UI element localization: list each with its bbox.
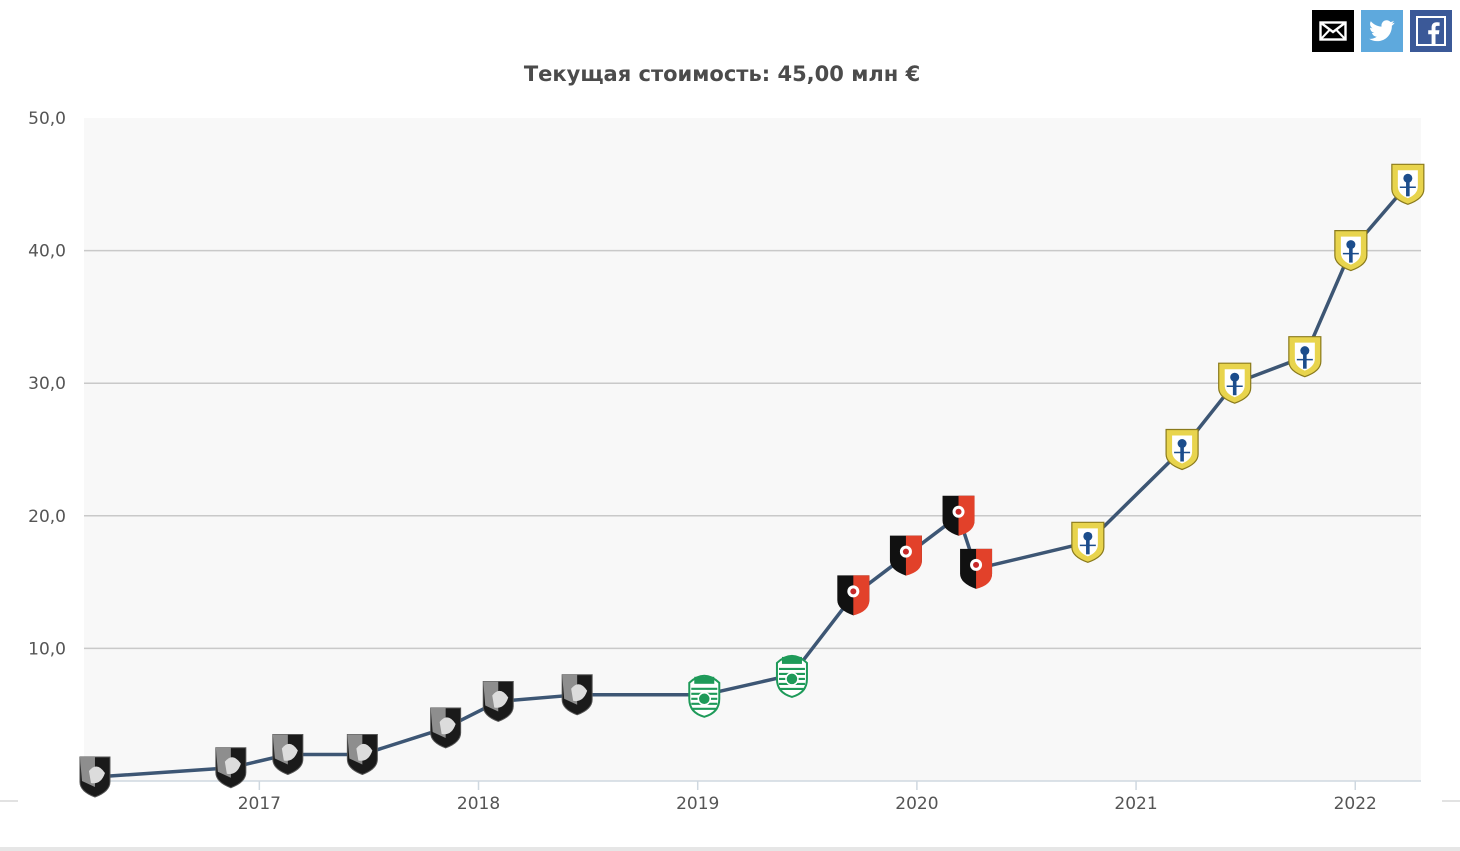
x-tick-label: 2017	[238, 794, 281, 814]
data-point[interactable]: 2019.71: 14	[837, 575, 870, 616]
data-point[interactable]: 2017.47: 2	[346, 733, 378, 776]
x-tick-label: 2018	[457, 794, 500, 814]
bottom-divider	[0, 847, 1460, 851]
data-point[interactable]: 2016.25: 0.3	[79, 756, 111, 798]
data-point[interactable]: 2020.27: 16	[960, 548, 993, 589]
share-facebook-button[interactable]	[1410, 10, 1452, 52]
x-tick-label: 2021	[1114, 794, 1157, 814]
data-point[interactable]: 2018.09: 6	[482, 680, 514, 722]
x-tick-label: 2020	[895, 794, 938, 814]
data-point[interactable]: 2017.85: 4	[430, 707, 462, 749]
plot-area	[84, 118, 1421, 781]
share-bar	[1312, 10, 1452, 52]
twitter-bird-icon	[1369, 20, 1395, 42]
y-tick-label: 30,0	[28, 374, 66, 394]
y-tick-label: 50,0	[28, 109, 66, 129]
x-tick-label: 2019	[676, 794, 719, 814]
y-tick-label: 10,0	[28, 639, 66, 659]
data-point[interactable]: 2016.87: 1	[215, 747, 247, 789]
data-point[interactable]: 2019.03: 6.5	[688, 674, 721, 718]
data-point[interactable]: 2021.77: 32	[1288, 336, 1322, 378]
share-twitter-button[interactable]	[1361, 10, 1403, 52]
y-tick-label: 40,0	[28, 242, 66, 262]
data-point[interactable]: 2019.43: 8	[775, 654, 808, 698]
envelope-icon	[1319, 21, 1347, 41]
x-tick-label: 2022	[1334, 794, 1377, 814]
data-point[interactable]: 2019.95: 17	[889, 535, 922, 576]
data-point[interactable]: 2020.19: 20	[942, 495, 975, 536]
data-point[interactable]: 2021.98: 40	[1334, 230, 1368, 272]
facebook-f-icon	[1416, 16, 1446, 46]
data-point[interactable]: 2022.24: 45	[1391, 163, 1425, 205]
chart-title: Текущая стоимость: 45,00 млн €	[523, 62, 921, 86]
data-point[interactable]: 2017.13: 2	[272, 733, 304, 776]
share-email-button[interactable]	[1312, 10, 1354, 52]
data-point[interactable]: 2021.45: 30	[1218, 362, 1252, 404]
y-tick-label: 20,0	[28, 507, 66, 527]
data-point[interactable]: 2021.21: 25	[1165, 428, 1199, 471]
data-point[interactable]: 2020.78: 18	[1071, 521, 1105, 563]
data-point[interactable]: 2018.45: 6.5	[561, 674, 593, 716]
